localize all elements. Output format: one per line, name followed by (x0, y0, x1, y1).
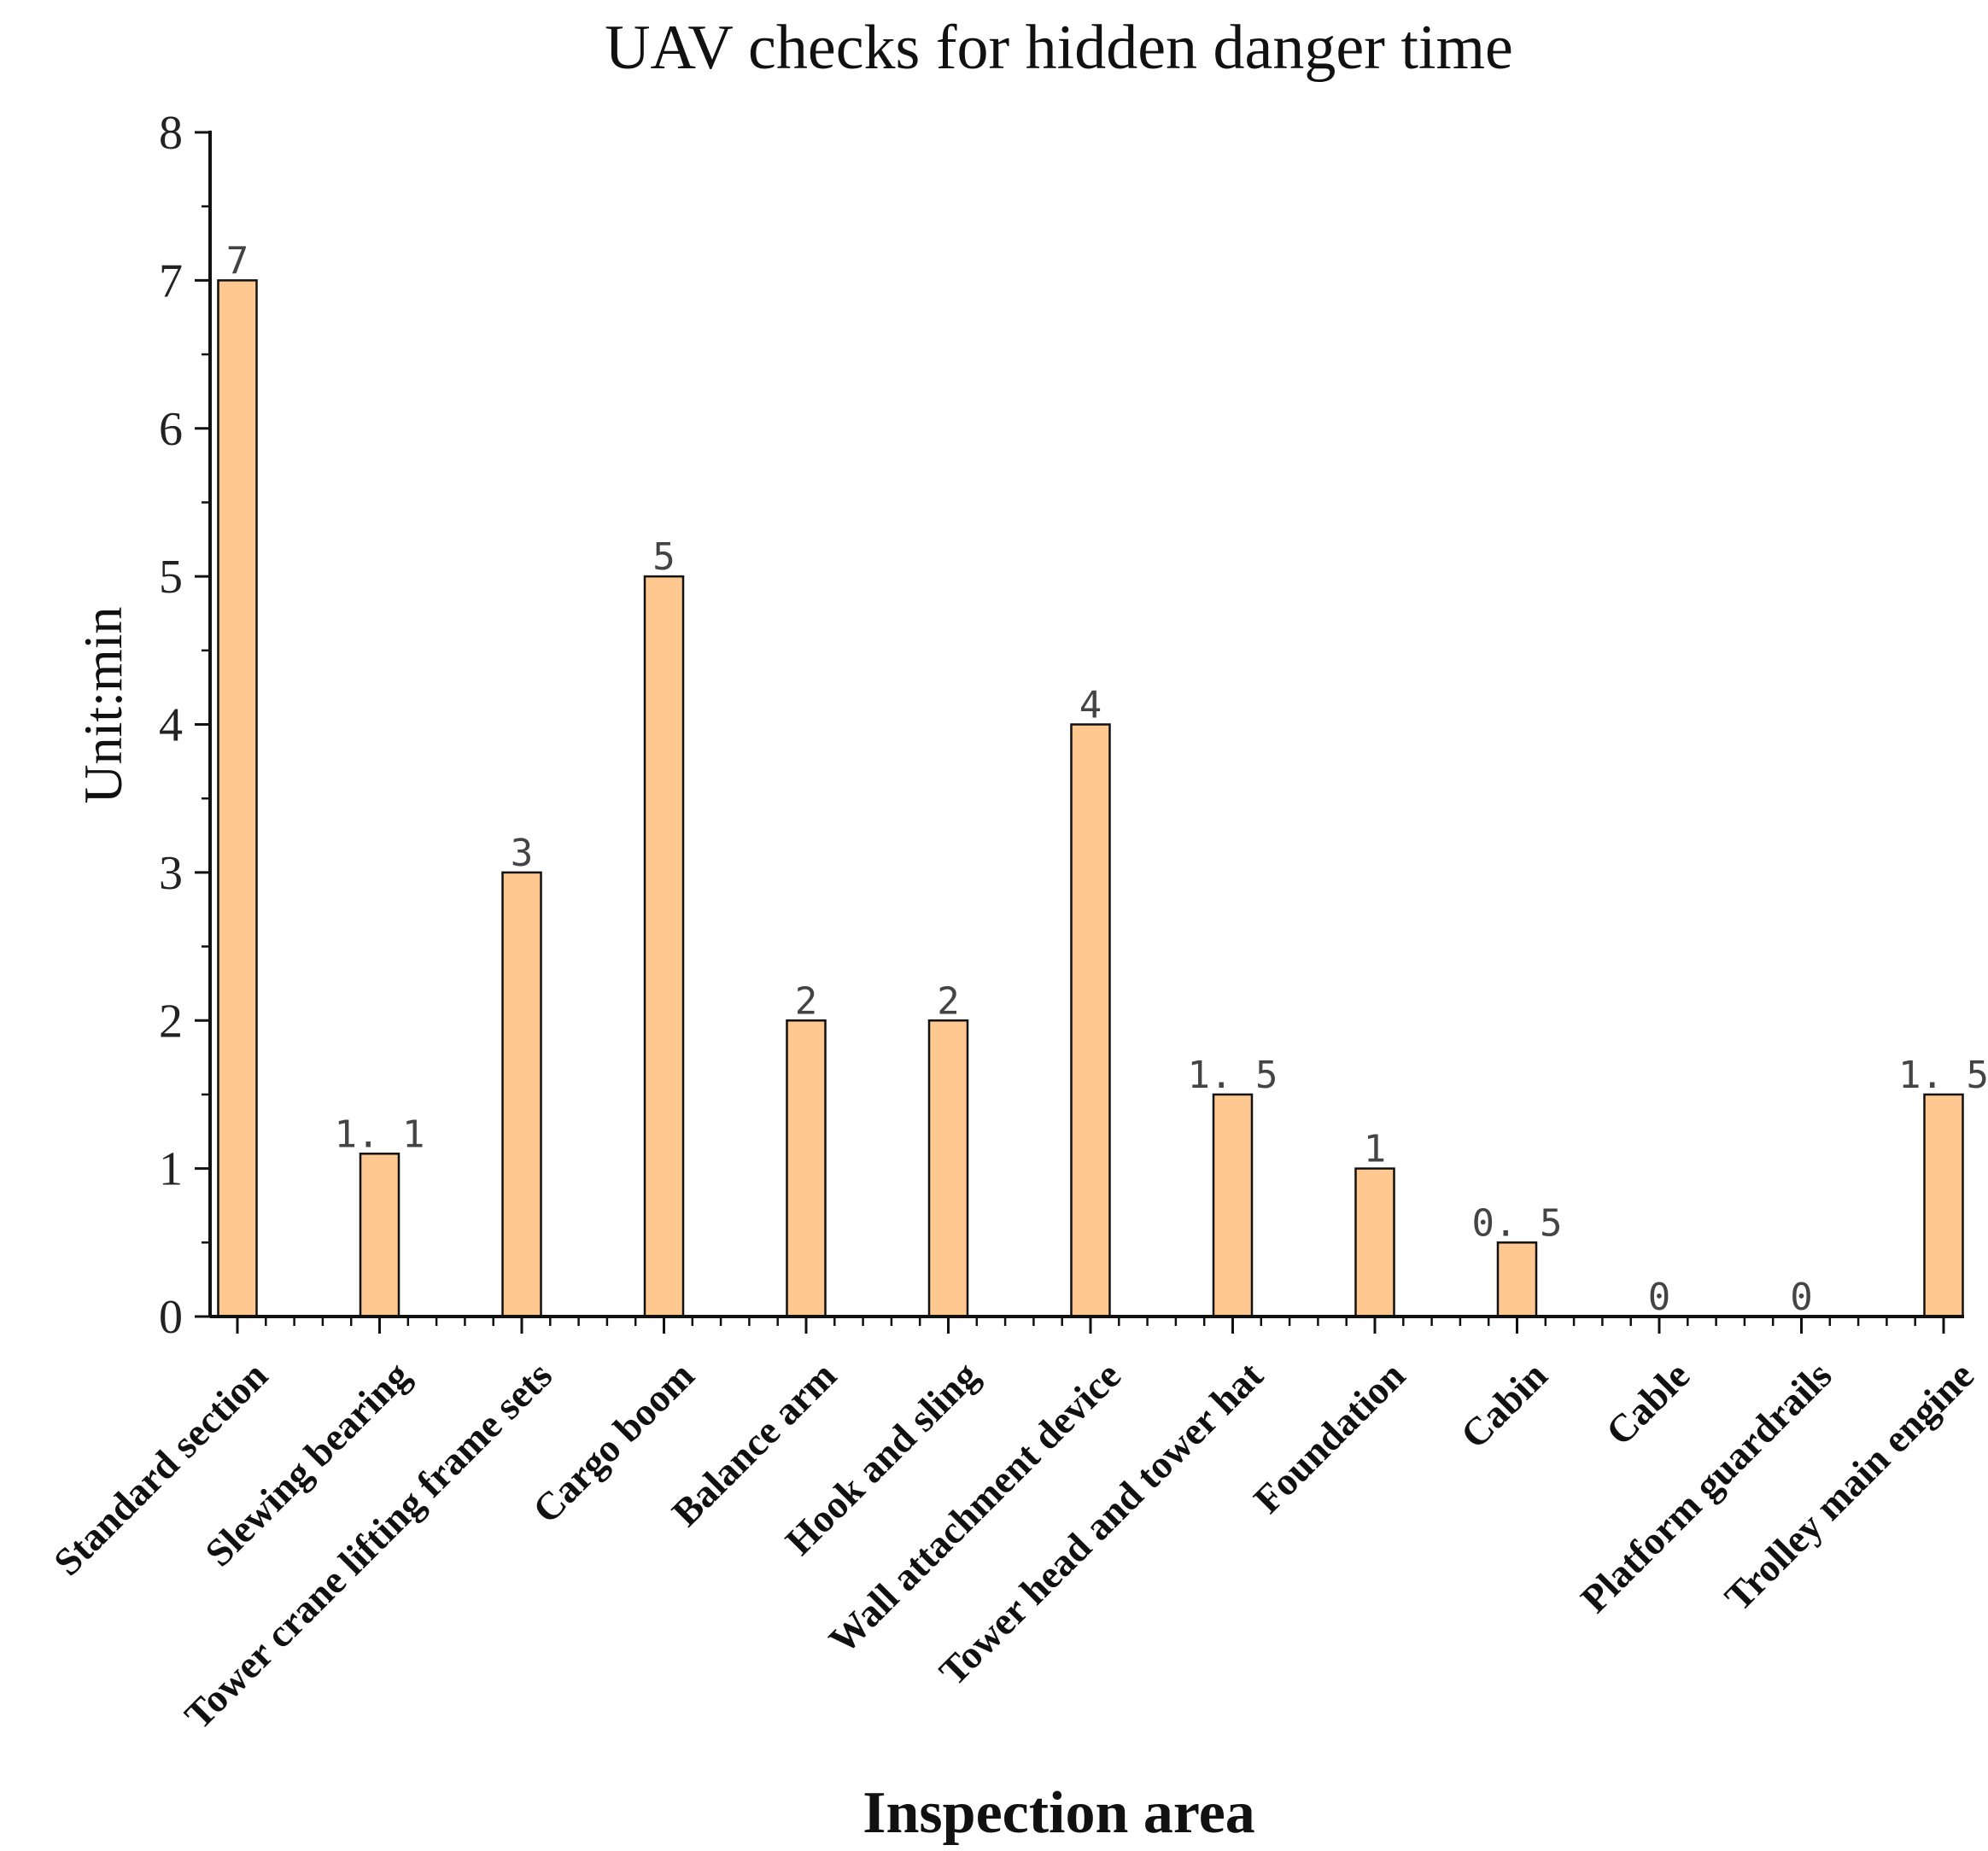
y-axis-title: Unit:min (73, 606, 133, 803)
chart-title: UAV checks for hidden danger time (605, 13, 1513, 83)
bar-4 (786, 1019, 827, 1318)
y-tick-label-1: 1 (159, 1143, 183, 1196)
data-label-4: 2 (795, 979, 818, 1023)
data-label-3: 5 (652, 535, 675, 579)
y-tick-label-2: 2 (159, 995, 183, 1048)
y-tick-label-0: 0 (159, 1291, 183, 1344)
y-tick-label-5: 5 (159, 551, 183, 604)
bar-7 (1212, 1093, 1254, 1318)
y-tick-label-3: 3 (159, 847, 183, 900)
x-category-label-12: Trolley main engine (1716, 1353, 1982, 1619)
data-labels-group: 7 1. 1 3 5 2 2 4 1. 5 1 0. 5 0 0 1. 5 (226, 239, 1988, 1319)
bar-5 (927, 1019, 969, 1318)
data-label-12: 1. 5 (1898, 1054, 1988, 1097)
bar-12 (1923, 1093, 1964, 1318)
data-label-9: 0. 5 (1472, 1201, 1563, 1245)
data-label-2: 3 (511, 832, 534, 875)
x-category-label-11: Platform guardrails (1572, 1353, 1839, 1620)
x-axis-title: Inspection area (862, 1780, 1255, 1846)
y-tick-label-6: 6 (159, 403, 183, 456)
data-label-1: 1. 1 (335, 1112, 425, 1156)
y-tick-label-8: 8 (159, 107, 183, 160)
data-label-0: 7 (226, 239, 249, 283)
data-label-8: 1 (1364, 1128, 1387, 1171)
bar-3 (643, 575, 685, 1318)
data-label-7: 1. 5 (1188, 1054, 1278, 1097)
data-label-10: 0 (1648, 1276, 1671, 1319)
data-label-11: 0 (1790, 1276, 1813, 1319)
axes-group (195, 131, 1964, 1334)
bars-group (217, 279, 1964, 1318)
bar-1 (359, 1153, 401, 1318)
bar-6 (1070, 723, 1111, 1318)
x-category-label-10: Cable (1598, 1353, 1698, 1453)
x-category-label-6: Wall attachment device (821, 1353, 1129, 1661)
x-category-label-9: Cabin (1453, 1353, 1556, 1457)
y-tick-label-4: 4 (159, 699, 183, 752)
bar-2 (501, 871, 542, 1318)
x-category-label-8: Foundation (1245, 1353, 1413, 1521)
bar-8 (1354, 1167, 1395, 1318)
data-label-5: 2 (937, 979, 960, 1023)
bar-9 (1496, 1241, 1538, 1318)
y-tick-labels: 0 1 2 3 4 5 6 7 8 (159, 107, 183, 1344)
y-tick-label-7: 7 (159, 254, 183, 307)
data-label-6: 4 (1079, 684, 1102, 727)
bar-0 (217, 279, 258, 1318)
